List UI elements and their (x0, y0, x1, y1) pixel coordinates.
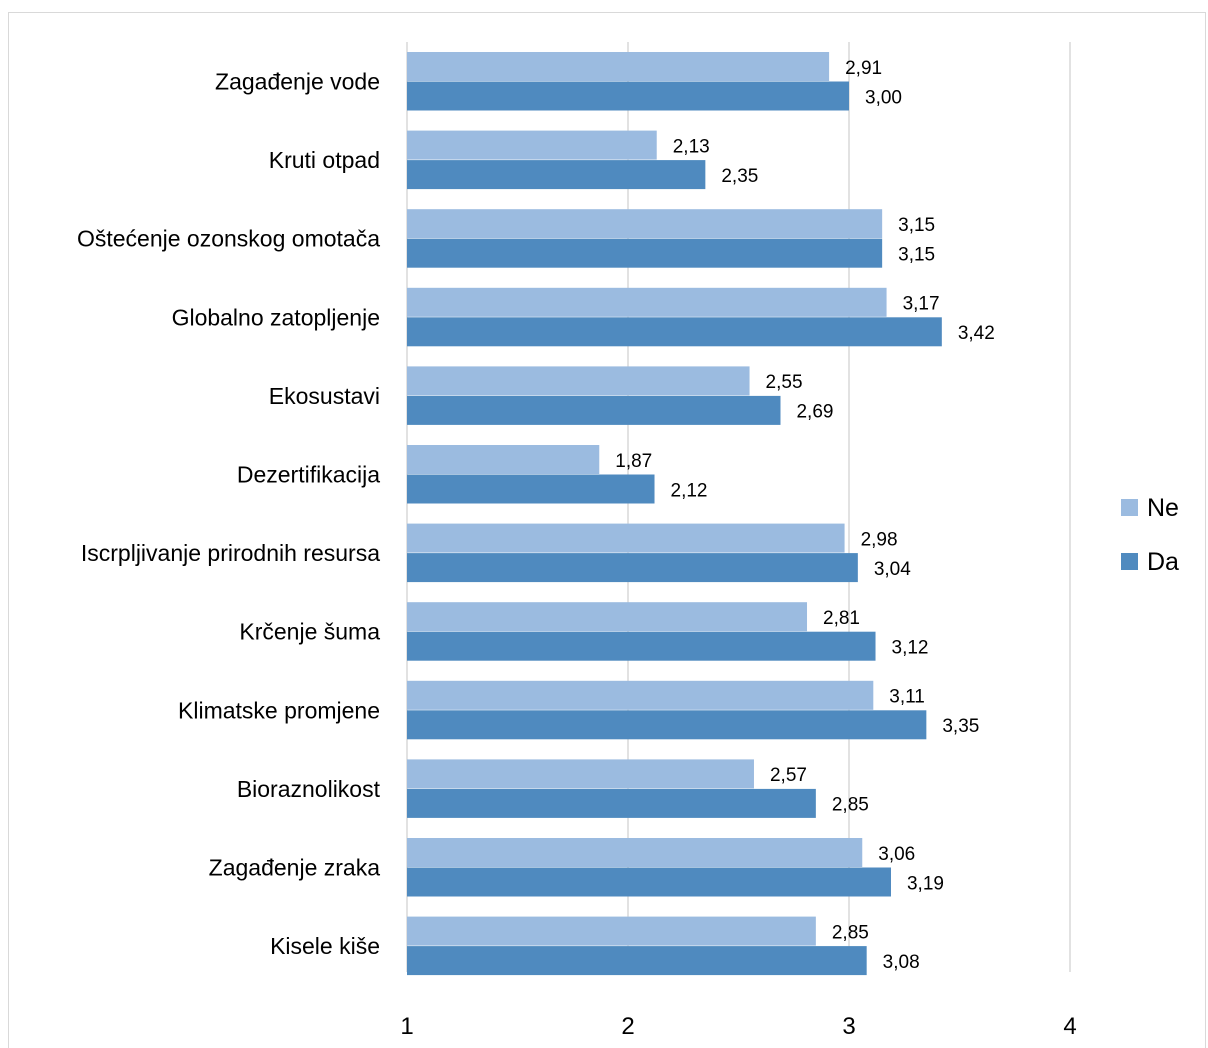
data-label: 2,98 (861, 529, 898, 550)
legend-label-da: Da (1147, 548, 1179, 576)
data-label: 3,35 (942, 716, 979, 737)
bar-da (407, 238, 883, 268)
bar-ne (407, 680, 874, 710)
data-label: 2,13 (673, 136, 710, 157)
data-labels: 2,91 3,00 2,13 2,35 3,15 3,15 3,17 3,42 2,55 2,69… (615, 58, 995, 973)
data-label: 3,15 (898, 215, 935, 236)
data-label: 3,04 (874, 559, 911, 580)
data-label: 3,17 (903, 294, 940, 315)
data-label: 2,55 (766, 372, 803, 393)
data-label: 2,85 (832, 922, 869, 943)
bar-da (407, 317, 942, 347)
category-label: Zagađenje zraka (209, 855, 381, 881)
data-label: 2,12 (671, 480, 708, 501)
bar-da (407, 867, 891, 897)
bar-ne (407, 287, 887, 317)
bar-ne (407, 759, 754, 789)
bar-da (407, 710, 927, 740)
bar-ne (407, 445, 600, 474)
category-label: Iscrpljivanje prirodnih resursa (81, 540, 380, 566)
bar-da (407, 81, 849, 111)
category-label: Ekosustavi (269, 383, 380, 409)
legend-label-ne: Ne (1147, 494, 1179, 522)
category-labels: Zagađenje vode Kruti otpad Oštećenje ozons… (77, 69, 381, 960)
data-label: 3,00 (865, 87, 902, 108)
category-label: Dezertifikacija (237, 462, 380, 488)
category-label: Oštećenje ozonskog omotača (77, 226, 380, 252)
data-label: 1,87 (615, 451, 652, 472)
x-tick-label: 2 (621, 1013, 634, 1040)
bar-da (407, 946, 867, 976)
data-label: 2,91 (845, 58, 882, 79)
x-tick-label: 3 (842, 1013, 855, 1040)
bars (407, 52, 942, 976)
data-label: 3,11 (889, 687, 925, 708)
bar-da (407, 395, 781, 425)
data-label: 3,42 (958, 323, 995, 344)
data-label: 2,69 (796, 402, 833, 423)
bar-ne (407, 130, 657, 160)
bar-ne (407, 916, 816, 946)
bar-da (407, 474, 655, 504)
data-label: 2,85 (832, 795, 869, 816)
bar-ne (407, 209, 883, 239)
bar-ne (407, 366, 750, 396)
x-axis-tick-labels: 1 2 3 4 (400, 1013, 1076, 1040)
x-tick-label: 4 (1063, 1013, 1076, 1040)
legend-swatch-da (1121, 553, 1138, 570)
data-label: 2,57 (770, 765, 807, 786)
category-label: Globalno zatopljenje (172, 304, 380, 330)
data-label: 3,19 (907, 873, 944, 894)
bar-ne (407, 523, 845, 553)
bar-da (407, 788, 816, 818)
bar-da (407, 631, 876, 661)
category-label: Kisele kiše (270, 933, 380, 959)
data-label: 2,35 (721, 166, 758, 187)
bar-da (407, 160, 706, 190)
bar-ne (407, 838, 863, 867)
data-label: 3,08 (883, 952, 920, 973)
legend-swatch-ne (1121, 499, 1138, 516)
category-label: Krčenje šuma (239, 619, 380, 645)
data-label: 3,06 (878, 844, 915, 865)
data-label: 2,81 (823, 608, 860, 629)
x-tick-label: 1 (400, 1013, 413, 1040)
category-label: Zagađenje vode (215, 69, 380, 95)
bar-ne (407, 52, 830, 81)
legend: Ne Da (1121, 494, 1179, 576)
data-label: 3,12 (892, 637, 929, 658)
category-label: Bioraznolikost (237, 776, 381, 802)
bar-ne (407, 602, 808, 632)
category-label: Kruti otpad (269, 147, 380, 173)
bar-da (407, 553, 858, 583)
category-label: Klimatske promjene (178, 697, 380, 723)
data-label: 3,15 (898, 244, 935, 265)
